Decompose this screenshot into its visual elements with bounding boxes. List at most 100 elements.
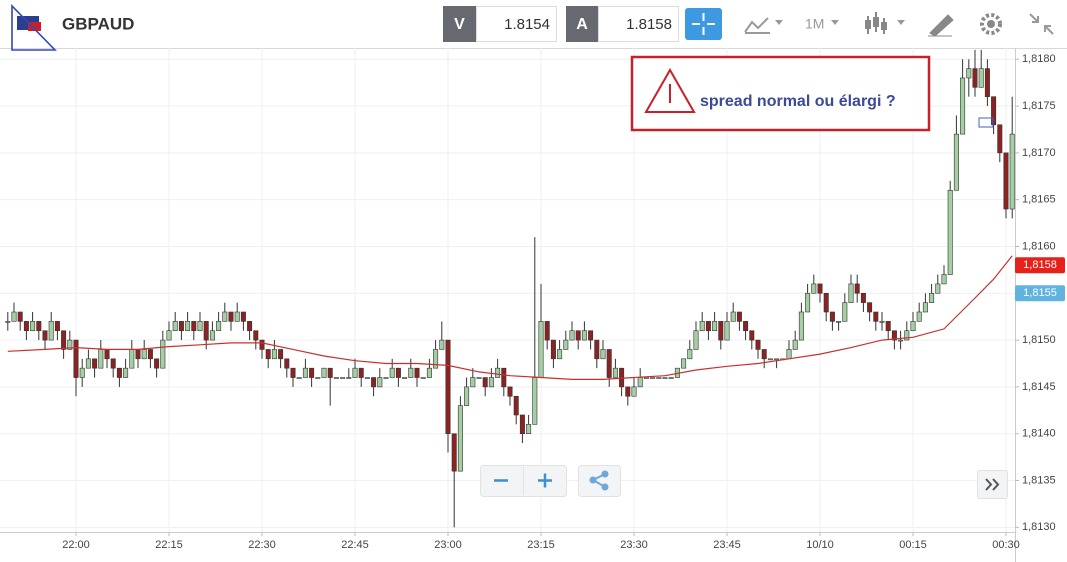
candle-body (619, 367, 625, 388)
candle-body (724, 321, 730, 341)
candle-body (488, 377, 494, 388)
candle-body (594, 339, 600, 360)
candle-body (98, 349, 104, 369)
candle-body (451, 433, 457, 472)
candle-body (650, 377, 656, 379)
candle-body (631, 386, 637, 397)
candle-body (209, 330, 215, 341)
candle-body (160, 339, 166, 369)
candle-body (501, 367, 507, 388)
annotation-text: spread normal ou élargi ? (700, 93, 896, 110)
candle-body (798, 311, 804, 341)
collapse-icon[interactable] (1029, 13, 1054, 35)
ask-box[interactable] (598, 6, 679, 42)
timeframe[interactable]: 1M (805, 16, 824, 32)
candle-body (811, 283, 817, 294)
candle-body (687, 349, 693, 360)
candle-body (935, 283, 941, 294)
candle-body (147, 349, 153, 360)
candle-body (637, 377, 643, 388)
candle-body (774, 358, 780, 361)
candle-body (681, 358, 687, 369)
candle-body (693, 330, 699, 350)
y-tick-label: 1,8150 (1022, 334, 1056, 346)
scroll-end-button[interactable] (977, 470, 1008, 499)
candle-body (991, 96, 997, 126)
candle-body (30, 321, 36, 332)
candle-body (457, 405, 463, 472)
price-tag (1015, 257, 1065, 274)
candle-body (519, 414, 525, 435)
settings-icon (987, 20, 995, 28)
candle-body (73, 339, 79, 378)
candle-body (36, 321, 42, 332)
candle-body (606, 349, 612, 378)
axes: 1,8130 1,8135 1,8140 1,8145 1,8150 1,8155 1,81… (62, 53, 1065, 551)
candle-body (346, 377, 352, 379)
candle-body (129, 349, 135, 369)
y-tick-label: 1,8180 (1022, 53, 1056, 65)
crosshair-button[interactable] (685, 8, 722, 40)
candle-body (891, 330, 897, 341)
candle-body (48, 321, 54, 341)
candle-body (929, 292, 935, 303)
candle-body (191, 321, 197, 332)
candle-body (1009, 133, 1015, 210)
y-tick-label: 1,8160 (1022, 240, 1056, 252)
candle-body (402, 377, 408, 379)
x-tick-label: 23:00 (434, 539, 462, 551)
candle-body (767, 358, 773, 361)
symbol[interactable]: GBPAUD (62, 14, 134, 33)
candle-body (85, 358, 91, 369)
candle-body (538, 321, 544, 378)
share-icon (589, 476, 597, 484)
candle-body (154, 358, 160, 369)
candle-body (284, 358, 290, 369)
candle-body (222, 311, 228, 322)
zoom-controls (480, 465, 1008, 499)
x-tick-label: 23:30 (620, 539, 648, 551)
plot (5, 49, 1015, 528)
candle-body (197, 321, 203, 332)
candle-body (185, 321, 191, 332)
candle-body (712, 321, 718, 332)
candle-body (408, 367, 414, 378)
candle-body (383, 377, 389, 379)
candle-body (67, 339, 73, 350)
candle-body (352, 367, 358, 378)
candle-body (315, 377, 321, 379)
dropdown-arrow (775, 20, 783, 25)
candle-body (234, 311, 240, 322)
candle-body (433, 349, 439, 369)
y-tick-label: 1,8165 (1022, 194, 1056, 206)
candle-body (253, 330, 259, 341)
share-icon (601, 483, 609, 491)
candle-body (656, 377, 662, 379)
cursor-marker (978, 117, 994, 128)
bid-badge (443, 6, 476, 42)
candle-body (922, 302, 928, 313)
candle-body (730, 311, 736, 322)
y-tick-label: 1,8140 (1022, 428, 1056, 440)
candle-body (755, 339, 761, 350)
annotation: spread normal ou élargi ? (630, 55, 931, 132)
price-tag (1015, 285, 1065, 302)
candle-body (470, 377, 476, 388)
candle-body (916, 311, 922, 322)
bid-box[interactable] (476, 6, 557, 42)
settings-icon[interactable] (980, 13, 1002, 35)
toolbar: GBPAUD V 1.8154 A 1.8158 1M (0, 0, 1067, 51)
candle-body (1003, 152, 1009, 210)
x-tick-label: 22:00 (62, 539, 90, 551)
candle-body (643, 377, 649, 379)
chart-type-icon[interactable] (744, 17, 770, 34)
draw-icon[interactable] (928, 14, 954, 37)
candle-body (371, 377, 377, 388)
candle-body (848, 283, 854, 303)
candle-body (278, 349, 284, 360)
candle-body (705, 321, 711, 332)
candle-body (395, 367, 401, 378)
zoom-in[interactable] (538, 473, 552, 488)
